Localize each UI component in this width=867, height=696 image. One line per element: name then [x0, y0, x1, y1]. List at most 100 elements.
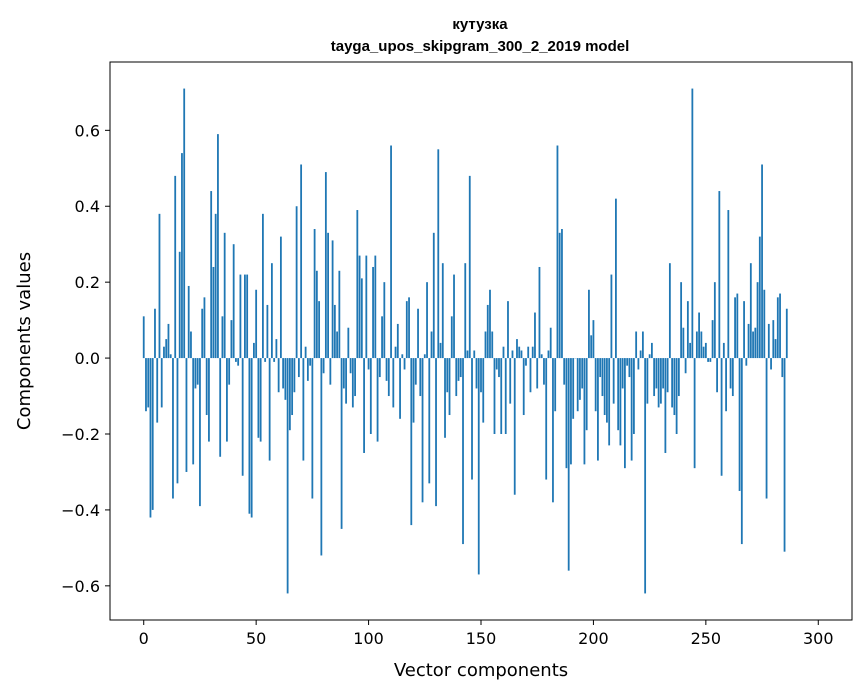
bar-275	[761, 164, 763, 359]
bar-201	[594, 358, 597, 412]
bar-240	[682, 327, 685, 359]
bar-252	[709, 358, 712, 362]
bar-255	[716, 358, 718, 393]
bar-108	[385, 358, 388, 381]
bar-89	[342, 358, 345, 389]
bar-271	[752, 331, 754, 359]
bar-88	[340, 358, 343, 529]
bar-109	[387, 358, 390, 397]
bar-138	[453, 274, 455, 359]
y-tick-label: 0.0	[75, 349, 100, 368]
bar-133	[441, 263, 444, 359]
bar-20	[187, 285, 190, 359]
bar-71	[302, 358, 305, 461]
bar-77	[315, 270, 318, 359]
bar-245	[693, 358, 696, 469]
bar-45	[244, 274, 246, 359]
bar-185	[558, 232, 561, 359]
bar-105	[378, 358, 381, 378]
bar-128	[430, 331, 433, 359]
bar-94	[354, 358, 356, 397]
bar-242	[686, 301, 689, 359]
bar-262	[731, 358, 734, 397]
x-axis-ticks: 0 50 100 150 200 250 300	[139, 620, 834, 648]
bar-50	[255, 289, 258, 359]
bar-163	[509, 358, 512, 404]
bar-17	[181, 153, 183, 359]
bar-267	[743, 301, 745, 359]
bar-116	[403, 358, 406, 370]
bar-33	[217, 134, 219, 359]
chart-title-line1: кутузка	[452, 16, 508, 33]
bar-176	[538, 266, 541, 359]
bar-211	[617, 358, 620, 431]
bar-263	[734, 297, 736, 359]
bar-91	[347, 327, 350, 359]
bar-266	[740, 358, 743, 545]
bar-150	[480, 358, 482, 393]
bar-278	[767, 323, 770, 359]
bar-274	[758, 236, 761, 359]
bar-156	[493, 358, 496, 434]
bar-257	[720, 358, 723, 476]
bar-143	[464, 263, 467, 359]
bar-117	[405, 301, 408, 359]
bar-26	[201, 308, 204, 359]
bar-175	[536, 358, 539, 389]
bar-106	[381, 316, 383, 359]
bar-114	[399, 358, 401, 419]
bar-52	[259, 358, 262, 442]
bar-256	[718, 191, 721, 359]
bar-207	[608, 358, 611, 446]
x-axis-label: Vector components	[394, 660, 568, 681]
bar-281	[774, 339, 777, 359]
bar-166	[516, 339, 518, 359]
x-tick-label: 100	[353, 629, 384, 648]
bar-254	[713, 282, 716, 359]
bar-250	[704, 342, 707, 359]
bar-1	[145, 358, 147, 412]
bars-group	[142, 88, 788, 594]
bar-11	[167, 323, 170, 359]
bar-187	[563, 358, 566, 385]
bar-127	[428, 358, 431, 484]
bar-80	[322, 358, 325, 374]
bar-237	[675, 358, 678, 434]
bar-74	[309, 358, 312, 366]
bar-280	[772, 320, 775, 359]
bar-284	[781, 358, 784, 378]
bar-98	[363, 358, 365, 453]
bar-131	[437, 149, 440, 359]
bar-53	[262, 213, 264, 359]
bar-235	[671, 358, 674, 408]
bar-102	[372, 266, 374, 359]
bar-222	[641, 331, 644, 359]
bar-214	[624, 358, 626, 469]
bar-190	[570, 358, 572, 465]
bar-238	[677, 358, 680, 397]
bar-155	[491, 331, 494, 359]
bar-40	[232, 244, 235, 359]
bar-95	[356, 210, 359, 359]
bar-285	[783, 358, 786, 552]
bar-132	[439, 342, 442, 359]
bar-6	[156, 358, 159, 423]
bar-19	[185, 358, 188, 472]
bar-68	[295, 206, 298, 359]
bar-96	[358, 255, 361, 359]
bar-261	[729, 358, 732, 389]
bar-196	[583, 358, 586, 465]
bar-8	[160, 358, 163, 408]
bar-205	[603, 358, 606, 416]
bar-202	[597, 358, 599, 461]
plot-frame	[109, 61, 853, 621]
bar-243	[689, 342, 692, 359]
bar-39	[230, 320, 233, 359]
bar-120	[412, 358, 415, 423]
bar-286	[785, 308, 788, 359]
bar-159	[500, 358, 503, 434]
bar-178	[543, 358, 545, 385]
bar-81	[324, 172, 327, 359]
bar-182	[552, 358, 554, 503]
bar-191	[572, 358, 575, 419]
